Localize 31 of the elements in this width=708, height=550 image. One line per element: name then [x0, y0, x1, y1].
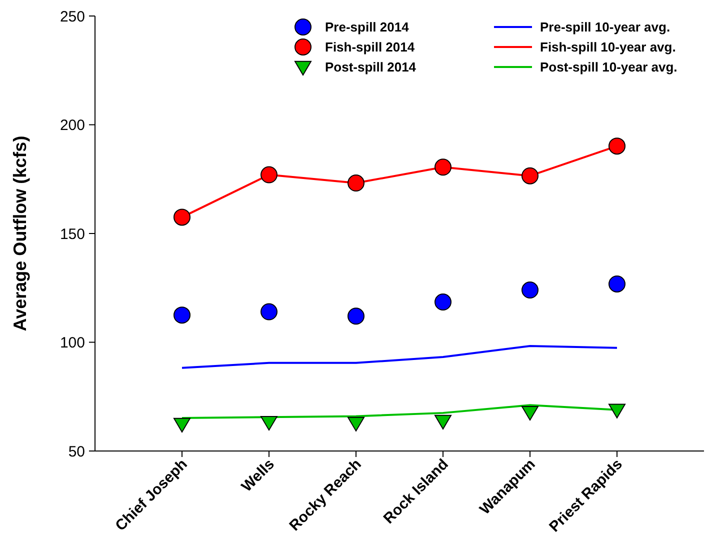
point: [260, 303, 278, 320]
y-tick-label: 100: [60, 334, 85, 352]
point: [260, 416, 278, 431]
legend-label: Post-spill 10-year avg.: [540, 60, 678, 75]
point: [522, 282, 538, 299]
legend-label: Pre-spill 2014: [325, 20, 410, 35]
point: [608, 404, 626, 418]
y-axis-title: Average Outflow (kcfs): [10, 136, 30, 332]
legend-label: Fish-spill 10-year avg.: [540, 40, 676, 55]
line-series: [181, 344, 618, 369]
point: [608, 138, 626, 155]
y-tick-label: 150: [60, 226, 85, 243]
point: [522, 167, 538, 184]
point: [522, 406, 538, 421]
point: [434, 294, 452, 311]
point: [434, 414, 452, 430]
point: [348, 174, 364, 192]
point: [174, 306, 190, 324]
point: [174, 208, 190, 226]
legend-label: Fish-spill 2014: [325, 40, 416, 55]
y-tick-label: 50: [68, 443, 85, 460]
legend-label: Pre-spill 10-year avg.: [540, 20, 670, 35]
point: [174, 418, 190, 433]
point: [608, 275, 626, 292]
point: [260, 166, 278, 184]
y-tick-label: 200: [60, 117, 85, 134]
legend-label: Post-spill 2014: [325, 60, 417, 75]
point: [348, 308, 364, 325]
y-tick-label: 250: [60, 8, 85, 26]
point: [348, 416, 364, 432]
point: [434, 158, 452, 176]
